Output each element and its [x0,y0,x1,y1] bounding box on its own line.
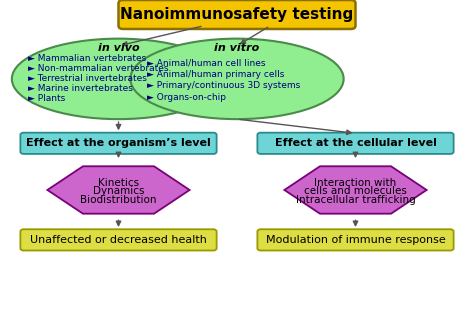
Text: ► Primary/continuous 3D systems: ► Primary/continuous 3D systems [147,81,300,90]
Polygon shape [284,166,427,214]
Text: cells and molecules: cells and molecules [304,186,407,196]
Text: Dynamics: Dynamics [93,186,144,196]
Text: Kinetics: Kinetics [98,178,139,188]
Polygon shape [47,166,190,214]
Text: Effect at the cellular level: Effect at the cellular level [274,138,437,148]
FancyBboxPatch shape [118,0,356,29]
Text: in vitro: in vitro [214,43,260,53]
Text: ► Animal/human cell lines: ► Animal/human cell lines [147,58,265,67]
Ellipse shape [130,39,344,119]
Text: Nanoimmunosafety testing: Nanoimmunosafety testing [120,7,354,22]
Text: Interaction with: Interaction with [314,178,397,188]
Text: ► Non-mammalian vertebrates: ► Non-mammalian vertebrates [28,64,169,73]
Text: ► Plants: ► Plants [28,94,66,103]
Text: Biodistribution: Biodistribution [80,194,157,205]
Text: in vivo: in vivo [98,43,139,53]
FancyBboxPatch shape [20,133,217,154]
Text: Unaffected or decreased health: Unaffected or decreased health [30,235,207,245]
FancyBboxPatch shape [257,133,454,154]
Text: Intracellular trafficking: Intracellular trafficking [296,194,415,205]
Ellipse shape [12,39,225,119]
Text: ► Animal/human primary cells: ► Animal/human primary cells [147,70,284,79]
Text: ► Mammalian vertebrates: ► Mammalian vertebrates [28,54,146,63]
Text: Modulation of immune response: Modulation of immune response [265,235,446,245]
Text: ► Organs-on-chip: ► Organs-on-chip [147,93,226,102]
Text: ► Marine invertebrates: ► Marine invertebrates [28,84,133,93]
Text: Effect at the organism’s level: Effect at the organism’s level [26,138,211,148]
FancyBboxPatch shape [257,229,454,251]
Text: ► Terrestrial invertebrates: ► Terrestrial invertebrates [28,74,147,83]
FancyBboxPatch shape [20,229,217,251]
